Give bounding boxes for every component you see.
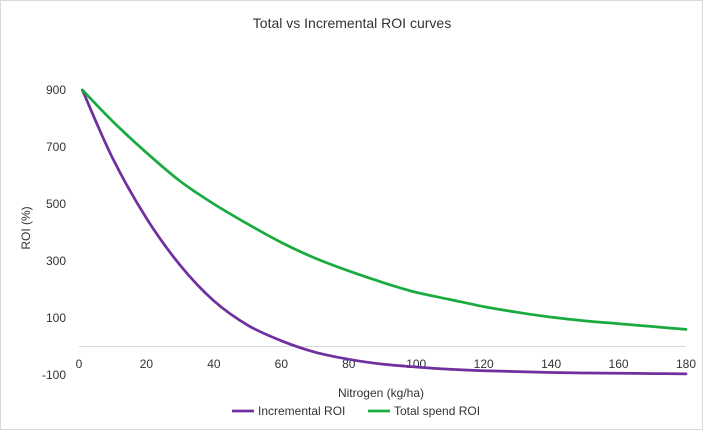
x-tick-label: 160 xyxy=(609,357,629,371)
y-axis-ticks: 900 700 500 300 100 -100 xyxy=(42,83,66,382)
x-tick-label: 0 xyxy=(76,357,83,371)
y-tick-label: 100 xyxy=(46,311,66,325)
x-tick-label: 60 xyxy=(275,357,289,371)
y-tick-label: -100 xyxy=(42,368,66,382)
x-axis-label: Nitrogen (kg/ha) xyxy=(338,386,424,400)
y-tick-label: 500 xyxy=(46,197,66,211)
legend-label: Total spend ROI xyxy=(394,404,480,418)
y-tick-label: 900 xyxy=(46,83,66,97)
legend: Incremental ROI Total spend ROI xyxy=(232,404,480,418)
x-tick-label: 40 xyxy=(207,357,221,371)
series-line-incremental-roi xyxy=(80,88,688,376)
series-lines xyxy=(80,88,688,376)
legend-label: Incremental ROI xyxy=(258,404,345,418)
series-line-total-spend-roi xyxy=(80,88,688,331)
y-tick-label: 700 xyxy=(46,140,66,154)
x-tick-label: 120 xyxy=(474,357,494,371)
x-tick-label: 180 xyxy=(676,357,696,371)
chart-title: Total vs Incremental ROI curves xyxy=(253,15,451,31)
y-axis-label: ROI (%) xyxy=(19,206,33,249)
x-tick-label: 20 xyxy=(140,357,154,371)
y-tick-label: 300 xyxy=(46,254,66,268)
x-tick-label: 140 xyxy=(541,357,561,371)
